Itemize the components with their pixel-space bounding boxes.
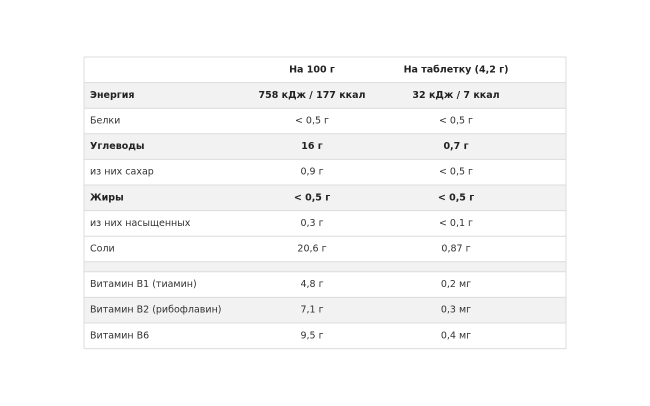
cell-value: < 0,1 г (439, 218, 473, 229)
cell-value: 0,2 мг (441, 279, 471, 290)
row-label: Витамин B1 (тиамин) (90, 279, 197, 290)
row-label: из них сахар (90, 167, 154, 178)
cell-value: 758 кДж / 177 ккал (259, 90, 366, 101)
cell-value: 0,3 мг (441, 305, 471, 316)
column-header: На 100 г (289, 64, 335, 75)
cell-value: < 0,5 г (295, 116, 329, 127)
row-background (84, 82, 566, 109)
spacer-row (84, 261, 566, 272)
cell-value: 32 кДж / 7 ккал (412, 90, 499, 101)
cell-value: 9,5 г (300, 330, 323, 341)
cell-value: 4,8 г (300, 279, 323, 290)
row-label: из них насыщенных (90, 218, 191, 229)
cell-value: 7,1 г (300, 305, 323, 316)
row-label: Белки (90, 116, 120, 127)
cell-value: 16 г (301, 141, 323, 152)
row-label: Витамин B6 (90, 330, 149, 341)
row-label: Жиры (90, 192, 124, 203)
column-header: На таблетку (4,2 г) (404, 64, 509, 75)
cell-value: < 0,5 г (439, 116, 473, 127)
cell-value: 0,7 г (443, 141, 468, 152)
row-background (84, 133, 566, 160)
row-label: Соли (90, 244, 115, 255)
row-label: Витамин B2 (рибофлавин) (90, 305, 222, 316)
cell-value: 0,87 г (441, 244, 470, 255)
cell-value: 0,9 г (300, 167, 323, 178)
cell-value: < 0,5 г (438, 192, 474, 203)
cell-value: 20,6 г (297, 244, 326, 255)
cell-value: 0,3 г (300, 218, 323, 229)
cell-value: < 0,5 г (294, 192, 330, 203)
row-label: Энергия (90, 90, 135, 101)
row-background (84, 185, 566, 211)
row-label: Углеводы (90, 141, 145, 152)
cell-value: 0,4 мг (441, 330, 471, 341)
cell-value: < 0,5 г (439, 167, 473, 178)
row-background (84, 297, 566, 323)
